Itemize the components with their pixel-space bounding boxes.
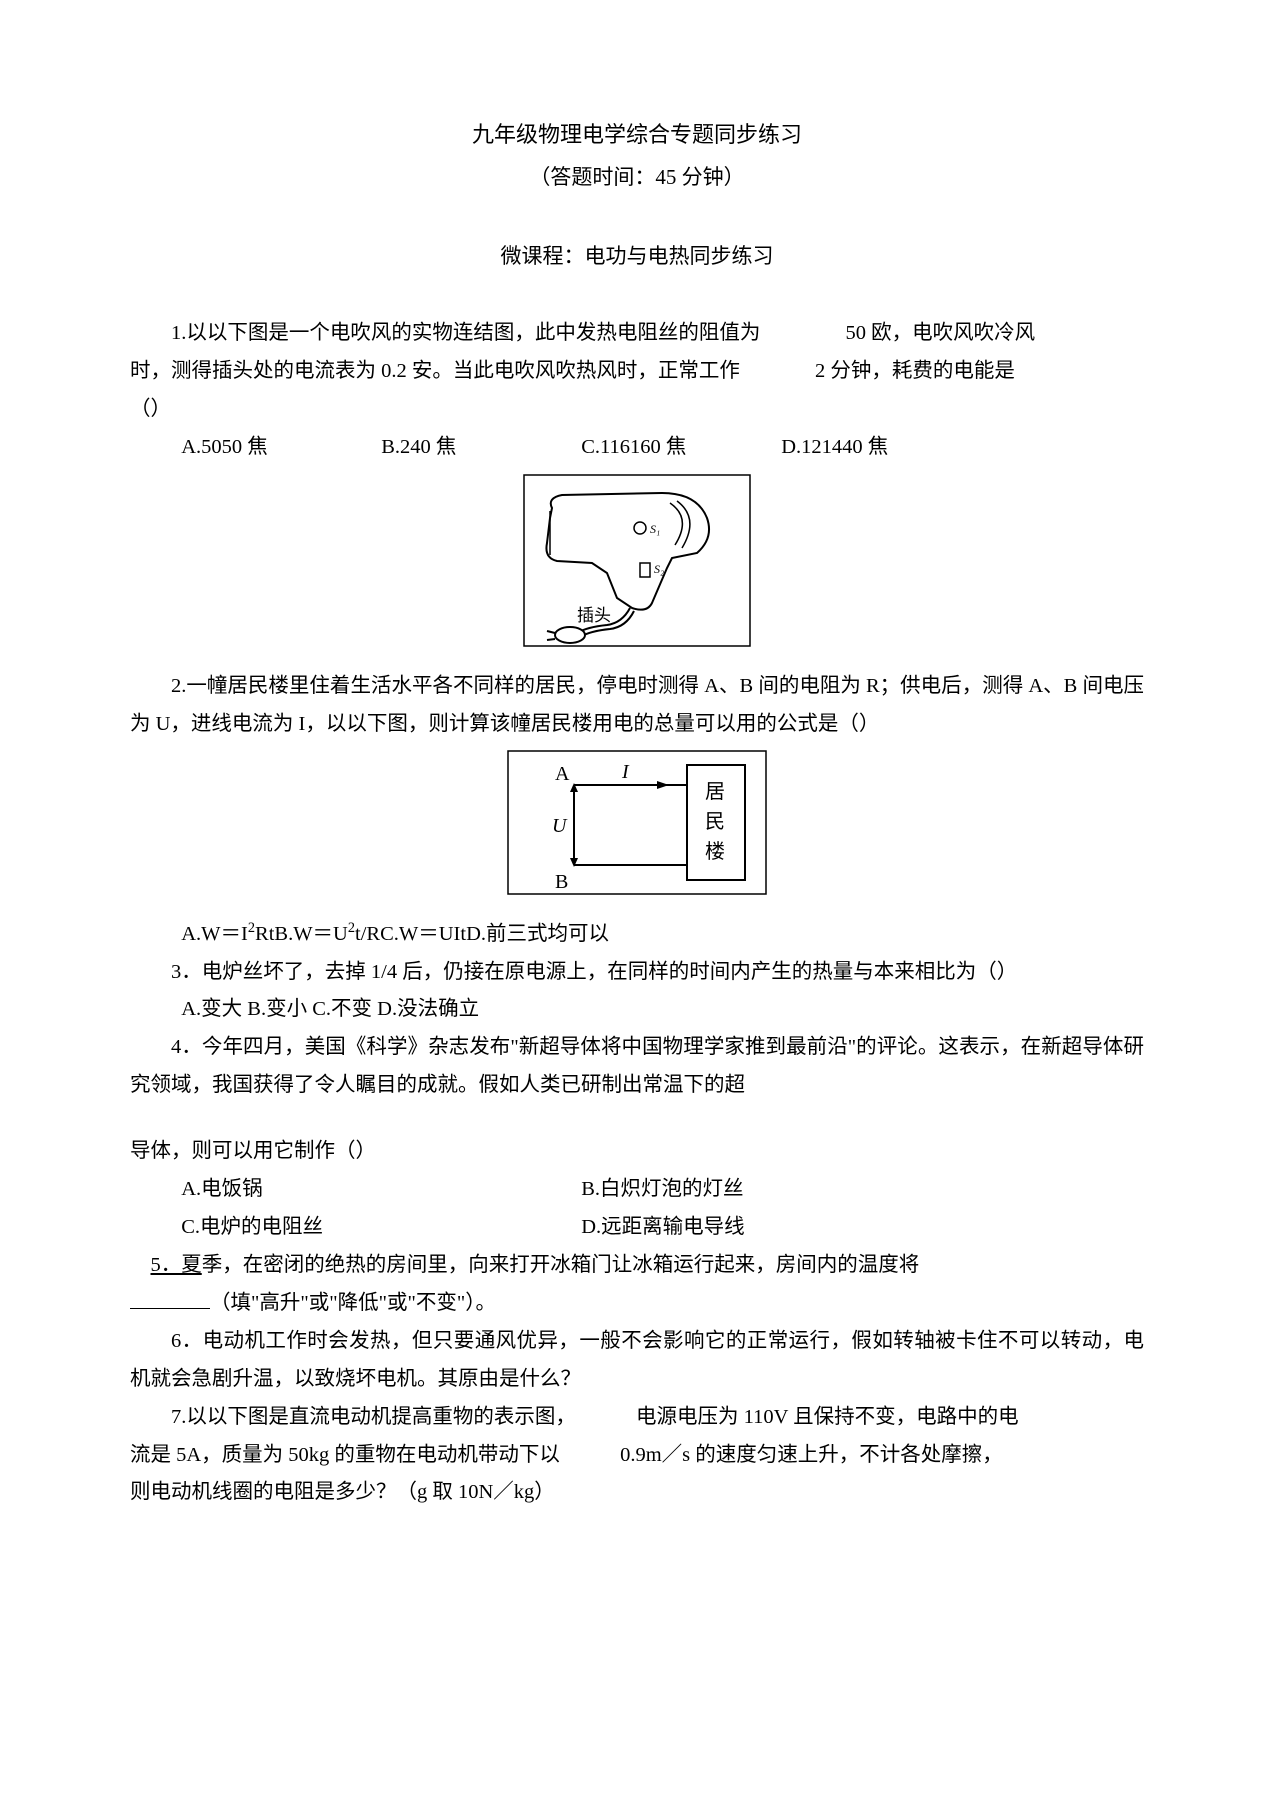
q1-val2: 2 分钟，耗费的电能是 (815, 360, 1015, 382)
q6-text: 6．电动机工作时会发热，但只要通风优异，一般不会影响它的正常运行，假如转轴被卡住… (130, 1330, 1144, 1390)
q6-block: 6．电动机工作时会发热，但只要通风优异，一般不会影响它的正常运行，假如转轴被卡住… (130, 1323, 1144, 1399)
q5-text: 季，在密闭的绝热的房间里，向来打开冰箱门让冰箱运行起来，房间内的温度将 (202, 1254, 920, 1276)
svg-text:B: B (555, 871, 568, 893)
svg-text:U: U (552, 815, 568, 837)
q7-l2a: 流是 5A，质量为 50kg 的重物在电动机带动下以 (130, 1444, 560, 1466)
svg-text:S₁: S₁ (650, 522, 660, 536)
q1-text: 1.以以下图是一个电吹风的实物连结图，此中发热电阻丝的阻值为 (171, 322, 760, 344)
q4-optA: A.电饭锅 (181, 1171, 581, 1209)
hairdryer-icon: S₁ S₂ 插头 (522, 473, 752, 648)
q1-optD: D.121440 焦 (781, 429, 888, 467)
q1-optC: C.116160 焦 (581, 429, 781, 467)
q2-answer: A.W＝I2RtB.W＝U2t/RC.W＝UItD.前三式均可以 (130, 915, 1144, 954)
q2-figure: A I U B 居 民 楼 (130, 750, 1144, 909)
q1-block: 1.以以下图是一个电吹风的实物连结图，此中发热电阻丝的阻值为 50 欧，电吹风吹… (130, 315, 1144, 662)
svg-text:I: I (621, 761, 630, 783)
q4-optD: D.远距离输电导线 (581, 1209, 744, 1247)
q3-block: 3．电炉丝坏了，去掉 1/4 后，仍接在原电源上，在同样的时间内产生的热量与本来… (130, 954, 1144, 992)
q3-text: 3．电炉丝坏了，去掉 1/4 后，仍接在原电源上，在同样的时间内产生的热量与本来… (171, 961, 1017, 983)
q5-fill-line: （填"高升"或"降低"或"不变"）。 (130, 1285, 1144, 1323)
q7-l3: 则电动机线圈的电阻是多少？（g 取 10N／kg） (130, 1474, 1144, 1512)
svg-text:A: A (555, 763, 570, 785)
q5-blank (130, 1287, 210, 1309)
q4-optC: C.电炉的电阻丝 (181, 1209, 581, 1247)
q4-text: 4．今年四月，美国《科学》杂志发布"新超导体将中国物理学家推到最前沿"的评论。这… (130, 1036, 1144, 1096)
q5-fill: （填"高升"或"降低"或"不变"）。 (210, 1292, 496, 1314)
plug-label: 插头 (577, 606, 611, 625)
q7-l2b: 0.9m／s 的速度匀速上升，不计各处摩擦， (620, 1444, 1003, 1466)
q4-row2: C.电炉的电阻丝 D.远距离输电导线 (130, 1209, 1144, 1247)
q1-optB: B.240 焦 (381, 429, 581, 467)
section-title: 微课程：电功与电热同步练习 (130, 237, 1144, 276)
q1-figure: S₁ S₂ 插头 (130, 473, 1144, 662)
q7-block: 7.以以下图是直流电动机提高重物的表示图， 电源电压为 110V 且保持不变，电… (130, 1399, 1144, 1513)
circuit-diagram-icon: A I U B 居 民 楼 (507, 750, 767, 895)
q2-block: 2.一幢居民楼里住着生活水平各不同样的居民，停电时测得 A、B 间的电阻为 R；… (130, 668, 1144, 744)
svg-text:S₂: S₂ (654, 562, 664, 576)
doc-title: 九年级物理电学综合专题同步练习 (130, 115, 1144, 156)
q1-line2a: 时，测得插头处的电流表为 0.2 安。当此电吹风吹热风时，正常工作 (130, 360, 740, 382)
q4-block: 4．今年四月，美国《科学》杂志发布"新超导体将中国物理学家推到最前沿"的评论。这… (130, 1029, 1144, 1105)
svg-text:民: 民 (705, 811, 725, 833)
q5-block: 5．夏季，在密闭的绝热的房间里，向来打开冰箱门让冰箱运行起来，房间内的温度将 (130, 1247, 1144, 1285)
doc-subtitle: （答题时间：45 分钟） (130, 158, 1144, 197)
svg-text:楼: 楼 (705, 840, 725, 863)
q1-optA: A.5050 焦 (181, 429, 381, 467)
q5-lead: 5．夏 (151, 1254, 202, 1276)
q2-text: 2.一幢居民楼里住着生活水平各不同样的居民，停电时测得 A、B 间的电阻为 R；… (130, 675, 1144, 735)
q4-optB: B.白炽灯泡的灯丝 (581, 1171, 743, 1209)
q4-cont: 导体，则可以用它制作（） (130, 1133, 1144, 1171)
q1-val1: 50 欧，电吹风吹冷风 (846, 322, 1036, 344)
svg-text:居: 居 (705, 781, 725, 803)
q7-l1b: 电源电压为 110V 且保持不变，电路中的电 (636, 1406, 1019, 1428)
q4-row1: A.电饭锅 B.白炽灯泡的灯丝 (130, 1171, 1144, 1209)
q3-opts: A.变大 B.变小 C.不变 D.没法确立 (130, 991, 1144, 1029)
q7-l1a: 7.以以下图是直流电动机提高重物的表示图， (171, 1406, 576, 1428)
q1-paren: （） (130, 391, 1144, 429)
